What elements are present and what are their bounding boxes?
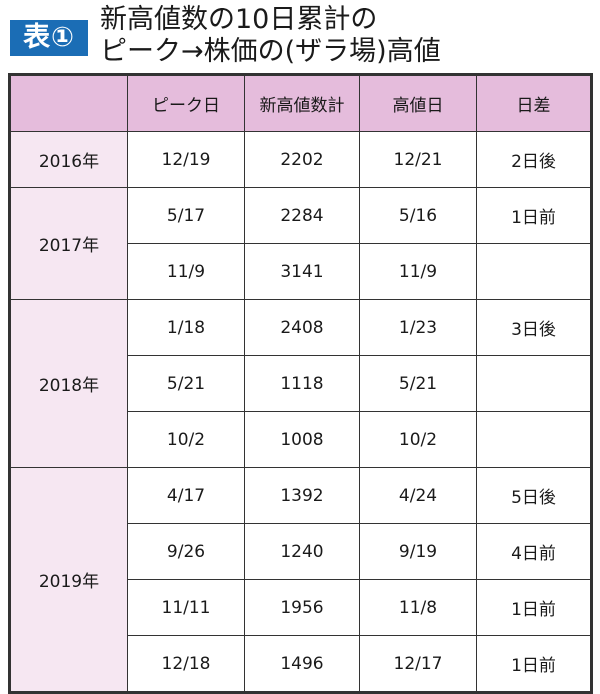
table-row: 12/18 1496 12/17 1日前 xyxy=(10,635,592,693)
year-cell: 2017年 xyxy=(9,187,128,300)
table-row: 2016年 12/19 2202 12/21 2日後 xyxy=(9,131,592,188)
peak-date-cell: 12/18 xyxy=(127,635,245,693)
table-row: 9/26 1240 9/19 4日前 xyxy=(10,523,592,580)
peak-date-cell: 9/26 xyxy=(127,523,245,580)
table-number-badge: 表① xyxy=(10,20,88,56)
day-diff-cell xyxy=(476,411,592,468)
peak-date-cell: 5/21 xyxy=(127,355,245,412)
header-high-date: 高値日 xyxy=(359,74,477,132)
year-cell: 2019年 xyxy=(9,467,128,693)
high-date-cell: 12/17 xyxy=(359,635,477,693)
new-high-count-cell: 2408 xyxy=(244,299,360,356)
table-row: 10/2 1008 10/2 xyxy=(10,411,592,468)
new-high-count-cell: 2284 xyxy=(244,187,360,244)
new-high-count-cell: 1240 xyxy=(244,523,360,580)
new-high-count-cell: 1118 xyxy=(244,355,360,412)
table-row: 2017年 5/17 2284 5/16 1日前 xyxy=(9,187,592,300)
peak-date-cell: 10/2 xyxy=(127,411,245,468)
day-diff-cell: 1日前 xyxy=(476,579,592,636)
peak-date-cell: 4/17 xyxy=(127,467,245,524)
year-cell: 2018年 xyxy=(9,299,128,468)
high-date-cell: 1/23 xyxy=(359,299,477,356)
new-high-count-cell: 1008 xyxy=(244,411,360,468)
peak-date-cell: 1/18 xyxy=(127,299,245,356)
table-row: 2019年 4/17 1392 4/24 5日後 xyxy=(9,467,592,693)
high-date-cell: 11/8 xyxy=(359,579,477,636)
year-cell: 2016年 xyxy=(9,131,128,188)
day-diff-cell xyxy=(476,355,592,412)
table-row: 5/21 1118 5/21 xyxy=(10,355,592,412)
peak-date-cell: 11/11 xyxy=(127,579,245,636)
high-date-cell: 5/21 xyxy=(359,355,477,412)
new-high-count-cell: 1956 xyxy=(244,579,360,636)
day-diff-cell: 1日前 xyxy=(476,635,592,693)
table-row: 11/9 3141 11/9 xyxy=(10,243,592,300)
title-line-1: 新高値数の10日累計の xyxy=(100,4,378,35)
peak-date-cell: 5/17 xyxy=(127,187,245,244)
peak-date-cell: 12/19 xyxy=(127,131,245,188)
day-diff-cell: 5日後 xyxy=(476,467,592,524)
high-date-cell: 10/2 xyxy=(359,411,477,468)
high-date-cell: 11/9 xyxy=(359,243,477,300)
header-row: ピーク日 新高値数計 高値日 日差 xyxy=(9,74,592,132)
day-diff-cell xyxy=(476,243,592,300)
data-table: ピーク日 新高値数計 高値日 日差 2016年 12/19 2202 12/21 2日後 201… xyxy=(8,73,593,694)
new-high-count-cell: 1496 xyxy=(244,635,360,693)
header-year xyxy=(9,74,128,132)
day-diff-cell: 2日後 xyxy=(476,131,592,188)
day-diff-cell: 4日前 xyxy=(476,523,592,580)
header-peak-date: ピーク日 xyxy=(127,74,245,132)
high-date-cell: 12/21 xyxy=(359,131,477,188)
table-row: 11/11 1956 11/8 1日前 xyxy=(10,579,592,636)
table-row: 2018年 1/18 2408 1/23 3日後 xyxy=(9,299,592,468)
high-date-cell: 4/24 xyxy=(359,467,477,524)
new-high-count-cell: 3141 xyxy=(244,243,360,300)
new-high-count-cell: 1392 xyxy=(244,467,360,524)
header-new-high-count: 新高値数計 xyxy=(244,74,360,132)
high-date-cell: 9/19 xyxy=(359,523,477,580)
day-diff-cell: 1日前 xyxy=(476,187,592,244)
title-line-2: ピーク→株価の(ザラ場)高値 xyxy=(100,36,441,67)
header-day-diff: 日差 xyxy=(476,74,592,132)
high-date-cell: 5/16 xyxy=(359,187,477,244)
day-diff-cell: 3日後 xyxy=(476,299,592,356)
peak-date-cell: 11/9 xyxy=(127,243,245,300)
new-high-count-cell: 2202 xyxy=(244,131,360,188)
page-title: 新高値数の10日累計の ピーク→株価の(ザラ場)高値 xyxy=(100,4,441,68)
